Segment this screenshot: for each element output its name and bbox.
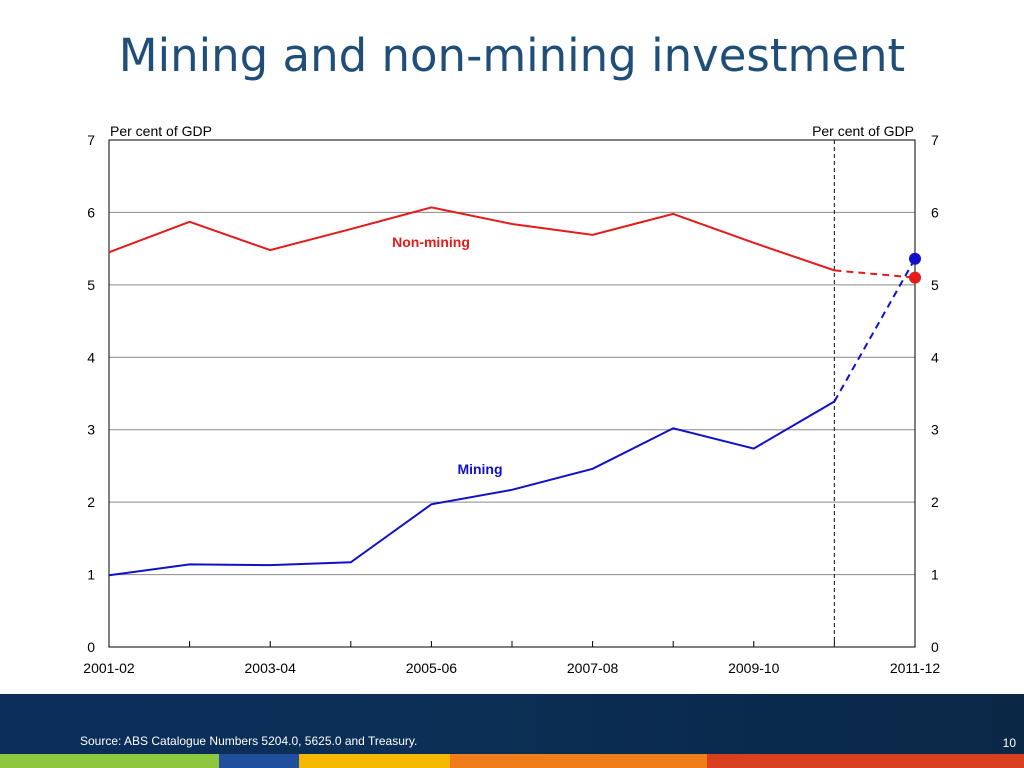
y-tick-label-right: 3 (931, 422, 939, 438)
series-forecast-line (833, 258, 916, 402)
source-note: Source: ABS Catalogue Numbers 5204.0, 56… (80, 734, 418, 748)
series-line (108, 206, 835, 272)
left-axis-label: Per cent of GDP (110, 123, 212, 139)
y-tick-label-right: 0 (931, 639, 939, 655)
y-tick-label-right: 7 (931, 132, 939, 148)
y-tick-label-right: 4 (931, 349, 939, 365)
y-tick-label-right: 1 (931, 567, 939, 583)
series-line (108, 400, 835, 577)
x-tick-label: 2005-06 (406, 660, 458, 676)
chart: 0 0 1 1 2 2 3 3 4 4 5 5 6 6 7 7 2001-02 2003-04 2005-06 200… (83, 123, 941, 676)
series-label-non-mining: Non-mining (392, 234, 470, 250)
series-forecast-line (834, 269, 916, 279)
y-tick-label-left: 1 (87, 567, 95, 583)
series-end-point (909, 271, 921, 284)
y-tick-label-right: 5 (931, 277, 939, 293)
series-end-point (909, 252, 921, 265)
x-tick-label: 2009-10 (728, 660, 780, 676)
x-tick-label: 2003-04 (245, 660, 297, 676)
x-tick-label: 2011-12 (890, 660, 941, 676)
y-tick-label-left: 4 (87, 349, 95, 365)
slide-title: Mining and non-mining investment (118, 29, 906, 82)
strip-segment (450, 754, 707, 768)
y-tick-label-left: 2 (87, 494, 95, 510)
series-label-mining: Mining (457, 461, 502, 477)
y-tick-label-left: 7 (87, 132, 95, 148)
plot-frame (108, 139, 916, 648)
y-tick-label-right: 2 (931, 494, 939, 510)
y-tick-label-left: 6 (87, 204, 95, 220)
x-tick-label: 2001-02 (83, 660, 135, 676)
y-tick-label-left: 5 (87, 277, 95, 293)
strip-segment (707, 754, 1024, 768)
x-tick-label: 2007-08 (567, 660, 619, 676)
y-tick-label-right: 6 (931, 204, 939, 220)
strip-segment (219, 754, 299, 768)
strip-segment (0, 754, 219, 768)
color-strip (0, 754, 1024, 768)
y-tick-label-left: 0 (87, 639, 95, 655)
footer-bar: Source: ABS Catalogue Numbers 5204.0, 56… (0, 694, 1024, 754)
y-tick-label-left: 3 (87, 422, 95, 438)
strip-segment (299, 754, 450, 768)
right-axis-label: Per cent of GDP (812, 123, 914, 139)
page-number: 10 (1002, 736, 1016, 750)
